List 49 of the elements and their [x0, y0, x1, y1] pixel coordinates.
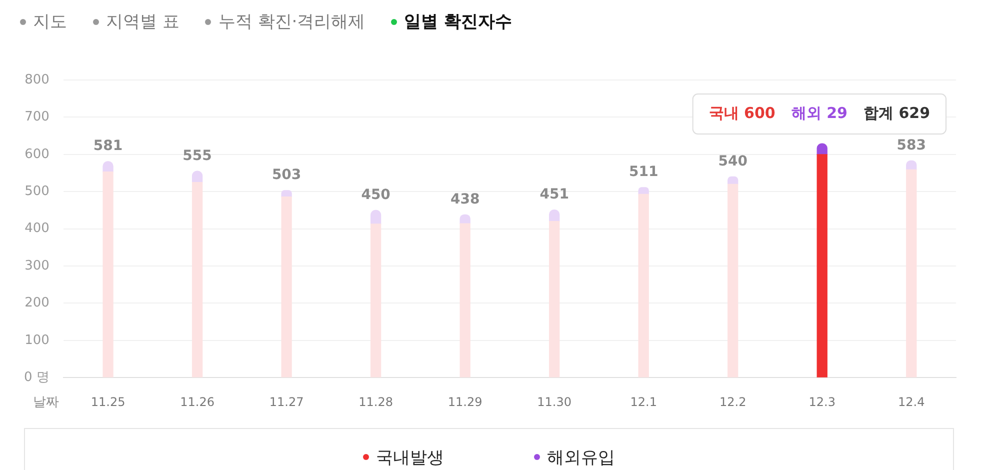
x-tick-label: 11.29 [448, 394, 482, 409]
bar [192, 182, 203, 378]
total-label: 450 [361, 186, 391, 203]
x-tick-label: 12.4 [898, 394, 925, 409]
x-tick-label: 12.2 [719, 394, 746, 409]
x-tick-label: 12.3 [808, 394, 836, 409]
bar [549, 221, 560, 378]
x-tick-label: 11.25 [90, 394, 126, 409]
bar [728, 184, 738, 378]
y-tick-label: 500 [24, 184, 50, 199]
total-label: 583 [896, 137, 926, 154]
text: 누적 확진·격리해제 [218, 11, 366, 33]
total-label: 451 [540, 186, 569, 202]
x-tick-label: 11.26 [180, 394, 214, 409]
total-label: 540 [718, 153, 748, 170]
bar [281, 190, 292, 198]
y-tick-label: 700 [24, 110, 50, 125]
y-tick-label: 400 [24, 221, 50, 236]
bar [281, 196, 292, 378]
y-tick-label: 0 명 [24, 370, 50, 385]
annotation: 국내 600 [708, 104, 776, 122]
legend-label: 국내발생 [376, 446, 444, 468]
text: 일별 확진자수 [404, 11, 512, 33]
total-label: 555 [182, 148, 212, 164]
bar [102, 172, 114, 378]
x-tick-label: 11.30 [537, 394, 572, 409]
bar [638, 194, 649, 378]
annotation: 합계 629 [863, 104, 930, 122]
y-tick-label: 600 [24, 146, 50, 162]
x-tick-label: 12.1 [630, 394, 657, 409]
text: 지도 [33, 11, 67, 33]
y-tick-label: 800 [24, 72, 50, 88]
annotation: 해외 29 [791, 104, 848, 122]
legend-label: 해외유입 [547, 446, 615, 468]
x-tick-label: 11.28 [358, 394, 393, 409]
x-axis-title: 날짜 [33, 394, 59, 410]
bar [906, 169, 917, 378]
bar [816, 154, 828, 378]
text: 지역별 표 [106, 11, 180, 33]
bar [370, 224, 382, 378]
y-tick-label: 300 [24, 258, 50, 274]
bar [460, 223, 470, 378]
y-tick-label: 100 [24, 332, 50, 348]
total-label: 581 [93, 138, 123, 154]
x-tick-label: 11.27 [269, 394, 304, 409]
total-label: 438 [450, 191, 480, 208]
total-label: 511 [628, 164, 658, 180]
total-label: 503 [272, 167, 302, 184]
y-tick-label: 200 [24, 296, 50, 311]
